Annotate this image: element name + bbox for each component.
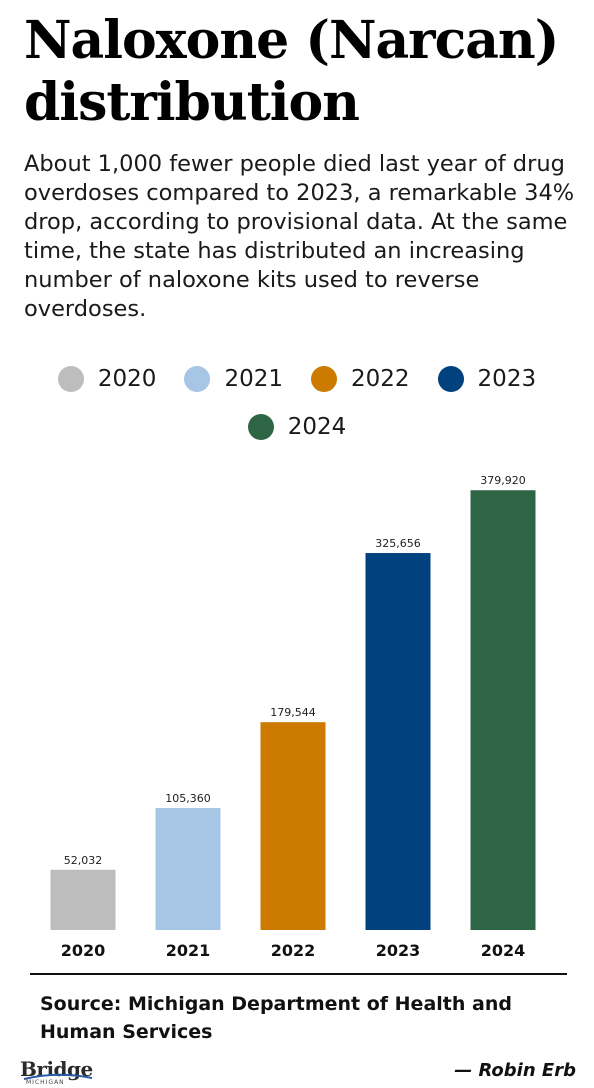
- legend-label: 2023: [477, 366, 537, 392]
- data-label-2023: 325,656: [375, 537, 421, 550]
- data-label-2021: 105,360: [165, 792, 211, 805]
- data-label-2020: 52,032: [64, 854, 103, 867]
- bar-2024: [470, 490, 536, 930]
- x-tick-label-2023: 2023: [376, 941, 421, 960]
- legend-item-2022: 2022: [311, 362, 410, 396]
- legend-item-2021: 2021: [184, 362, 283, 396]
- legend-swatch: [437, 366, 464, 392]
- x-tick-label-2024: 2024: [481, 941, 526, 960]
- legend-item-2024: 2024: [247, 410, 347, 444]
- logo-subtext: MICHIGAN: [26, 1079, 65, 1086]
- x-tick-label-2021: 2021: [166, 941, 211, 960]
- legend-item-2023: 2023: [437, 362, 537, 396]
- bar-2020: [50, 869, 116, 930]
- chart-legend: 2020 2021 2022 2023 2024: [10, 362, 584, 444]
- bar-2023: [365, 553, 431, 930]
- source-note: Source: Michigan Department of Health an…: [40, 993, 512, 1043]
- legend-swatch: [247, 414, 274, 440]
- bar-2021: [155, 808, 221, 930]
- legend-label: 2022: [351, 366, 410, 392]
- legend-label: 2020: [97, 366, 157, 392]
- legend-swatch: [184, 366, 211, 392]
- data-label-2024: 379,920: [480, 474, 526, 487]
- chart-subtitle: About 1,000 fewer people died last year …: [24, 151, 575, 322]
- logo-swoosh-icon: [23, 1073, 93, 1080]
- legend-swatch: [57, 366, 84, 392]
- bar-chart: 52,032 2020 105,360 2021 179,544 2022 325,656 2…: [50, 474, 536, 960]
- divider: [30, 973, 567, 975]
- legend-label: 2021: [224, 366, 283, 392]
- author-credit: — Robin Erb: [454, 1060, 576, 1081]
- x-tick-label-2022: 2022: [271, 941, 316, 960]
- chart-title: Naloxone (Narcan) distribution: [24, 10, 559, 133]
- legend-swatch: [311, 366, 337, 392]
- legend-label: 2024: [287, 414, 347, 440]
- bridge-michigan-logo: Bridge MICHIGAN: [20, 1057, 96, 1087]
- data-label-2022: 179,544: [270, 706, 316, 719]
- legend-item-2020: 2020: [57, 362, 157, 396]
- bar-2022: [260, 722, 326, 930]
- x-tick-label-2020: 2020: [61, 941, 106, 960]
